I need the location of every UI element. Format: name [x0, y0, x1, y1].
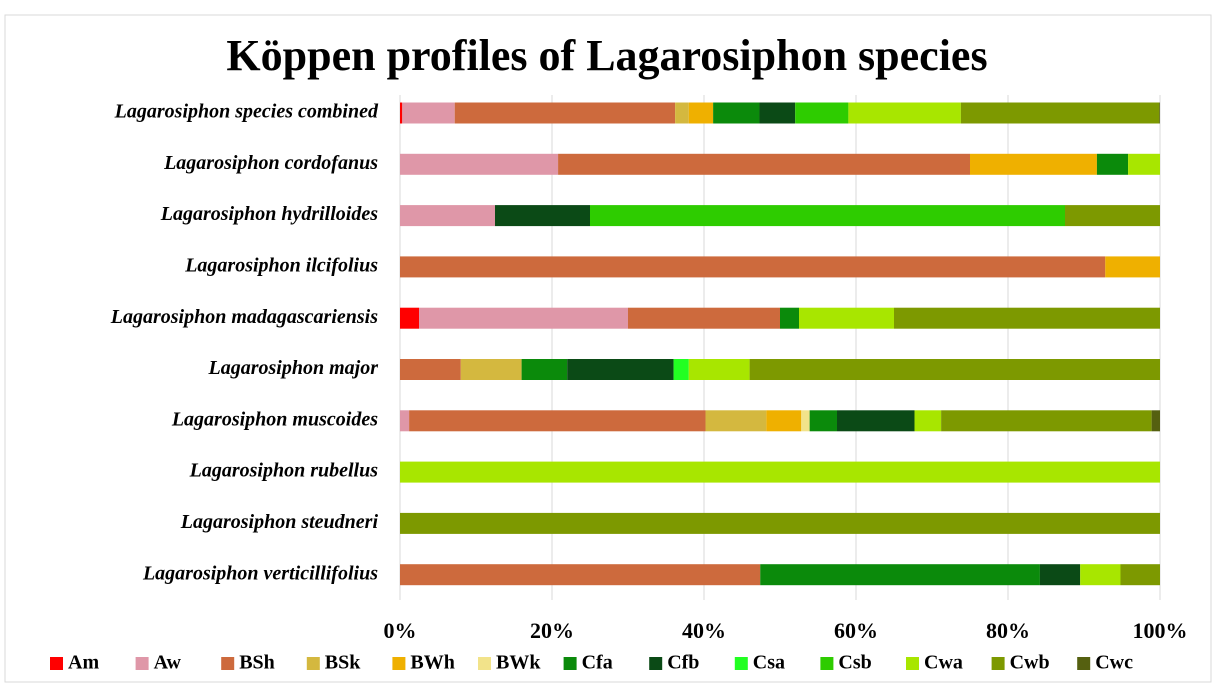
- bar-segment: [454, 102, 676, 124]
- bar-segment: [400, 410, 410, 432]
- bar-segment: [1080, 564, 1121, 586]
- bar-segment: [688, 102, 714, 124]
- bar-segment: [400, 102, 403, 124]
- legend-swatch: [906, 657, 919, 670]
- category-label: Lagarosiphon steudneri: [180, 511, 379, 533]
- bar-segment: [409, 410, 706, 432]
- bar-segment: [675, 102, 689, 124]
- legend-label: Cfb: [667, 652, 699, 674]
- legend-label: Aw: [154, 652, 182, 674]
- x-tick-label: 80%: [986, 618, 1030, 643]
- legend-label: Csb: [838, 652, 871, 674]
- bar-segment: [1065, 205, 1160, 227]
- bar-segment: [1151, 410, 1160, 432]
- category-label: Lagarosiphon cordofanus: [163, 152, 378, 174]
- category-label: Lagarosiphon ilcifolius: [184, 254, 378, 276]
- category-label: Lagarosiphon rubellus: [189, 460, 379, 482]
- bar-segment: [705, 410, 767, 432]
- bar-segment: [848, 102, 961, 124]
- bar-segment: [1105, 256, 1160, 278]
- bar-segment: [914, 410, 942, 432]
- legend-swatch: [1077, 657, 1091, 670]
- category-label: Lagarosiphon madagascariensis: [110, 306, 378, 328]
- legend-swatch: [820, 657, 834, 670]
- bar-segment: [400, 153, 559, 175]
- legend-swatch: [221, 657, 235, 670]
- x-tick-label: 40%: [682, 618, 726, 643]
- bar-segment: [419, 307, 628, 329]
- legend-swatch: [135, 657, 149, 670]
- bar-segment: [400, 256, 1106, 278]
- x-tick-label: 60%: [834, 618, 878, 643]
- legend-label: Csa: [753, 652, 785, 674]
- bar-segment: [400, 359, 461, 380]
- bar-segment: [402, 102, 455, 124]
- legend-swatch: [991, 657, 1005, 670]
- legend-label: BSh: [239, 652, 275, 674]
- category-label: Lagarosiphon hydrilloides: [160, 203, 378, 225]
- category-label: Lagarosiphon verticillifolius: [142, 562, 378, 584]
- bar-segment: [628, 307, 780, 329]
- bar-segment: [837, 410, 915, 432]
- bar-segment: [567, 359, 674, 380]
- x-tick-label: 20%: [530, 618, 574, 643]
- bar-segment: [941, 410, 1152, 432]
- bar-segment: [590, 205, 1065, 227]
- bar-segment: [795, 102, 849, 124]
- legend-swatch: [734, 657, 748, 670]
- bar-segment: [970, 153, 1097, 175]
- bar-segment: [749, 359, 1160, 380]
- x-tick-label: 0%: [384, 618, 417, 643]
- bar-segment: [558, 153, 970, 175]
- category-label: Lagarosiphon muscoides: [171, 408, 378, 430]
- bar-segment: [688, 359, 750, 380]
- bar-segment: [673, 359, 689, 380]
- bar-segment: [1096, 153, 1129, 175]
- legend-swatch: [392, 657, 406, 670]
- bar-segment: [780, 307, 799, 329]
- bar-segment: [713, 102, 760, 124]
- bar-segment: [960, 102, 1160, 124]
- bar-segment: [1039, 564, 1081, 586]
- x-tick-label: 100%: [1133, 618, 1188, 643]
- legend-label: BWh: [410, 652, 454, 674]
- legend-swatch: [649, 657, 663, 670]
- bar-segment: [809, 410, 837, 432]
- bar-segment: [460, 359, 522, 380]
- legend-label: Cwa: [924, 652, 963, 674]
- bar-segment: [1159, 102, 1160, 124]
- bar-segment: [1120, 564, 1160, 586]
- bar-segment: [799, 307, 894, 329]
- bar-segment: [894, 307, 1160, 329]
- legend-label: BWk: [496, 652, 541, 674]
- legend-swatch: [478, 657, 491, 670]
- bar-segment: [801, 410, 810, 432]
- bar-segment: [400, 461, 1160, 483]
- legend-swatch: [306, 657, 320, 670]
- bar-segment: [521, 359, 568, 380]
- category-label: Lagarosiphon species combined: [114, 101, 379, 123]
- bar-segment: [495, 205, 590, 227]
- legend-label: BSk: [325, 652, 361, 674]
- category-label: Lagarosiphon major: [208, 357, 379, 379]
- bar-segment: [759, 102, 796, 124]
- bar-segment: [760, 564, 1040, 586]
- legend-swatch: [563, 657, 577, 670]
- legend-label: Cfa: [582, 652, 613, 674]
- chart-title: Köppen profiles of Lagarosiphon species: [226, 31, 987, 80]
- bar-segment: [1128, 153, 1160, 175]
- legend-label: Am: [68, 652, 99, 674]
- bar-segment: [400, 512, 1160, 534]
- bar-segment: [400, 564, 761, 586]
- legend-label: Cwc: [1095, 652, 1133, 674]
- bar-segment: [400, 205, 495, 227]
- legend-swatch: [50, 657, 63, 670]
- bar-segment: [766, 410, 802, 432]
- bar-segment: [400, 307, 419, 329]
- legend-label: Cwb: [1010, 652, 1050, 674]
